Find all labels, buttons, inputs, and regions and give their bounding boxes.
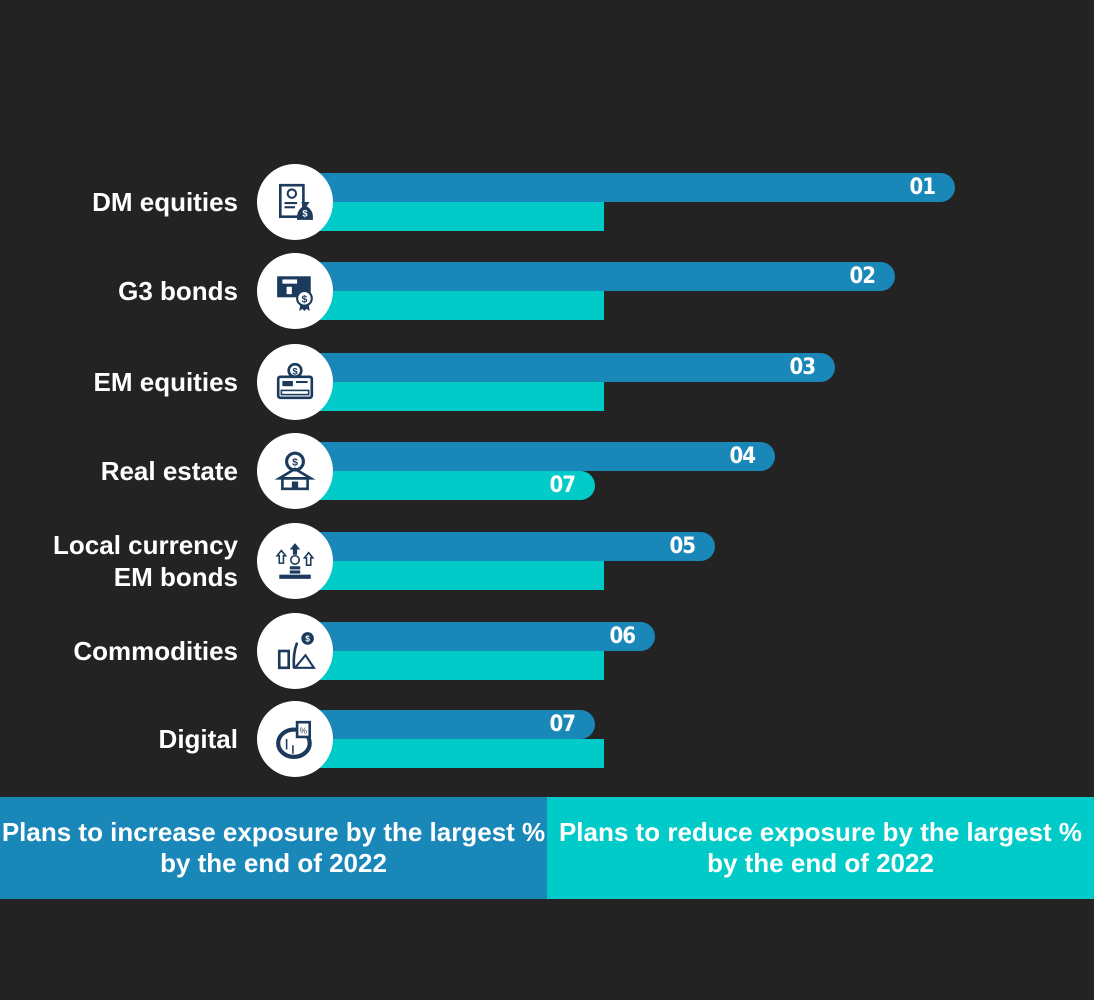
- digital-asset-icon: %: [257, 701, 333, 777]
- increase-rank-label: 03: [789, 355, 816, 380]
- chart-row: Real estate $04 07: [0, 433, 1094, 522]
- bond-certificate-icon: $: [257, 253, 333, 329]
- reduce-bar: 07: [300, 471, 595, 500]
- reduce-bar: [300, 202, 604, 231]
- reduce-bar: [300, 561, 604, 590]
- real-estate-icon: $: [257, 433, 333, 509]
- category-label: Real estate: [100, 456, 238, 486]
- stock-certificate-icon: $: [257, 344, 333, 420]
- svg-text:%: %: [300, 726, 308, 736]
- svg-text:$: $: [292, 457, 298, 469]
- chart-row: Commodities $06: [0, 613, 1094, 702]
- increase-bar: 06: [300, 622, 655, 651]
- category-label: EM equities: [93, 367, 238, 397]
- svg-text:$: $: [302, 209, 308, 220]
- currency-growth-icon: [257, 523, 333, 599]
- legend-reduce-label: Plans to reduce exposure by the largest …: [558, 817, 1083, 878]
- reduce-bar: [300, 739, 604, 768]
- commodities-icon: $: [257, 613, 333, 689]
- increase-bar: 05: [300, 532, 715, 561]
- chart-row: Local currency EM bonds 05: [0, 523, 1094, 612]
- increase-bar: 03: [300, 353, 835, 382]
- legend-reduce: Plans to reduce exposure by the largest …: [547, 797, 1094, 899]
- increase-rank-label: 02: [849, 264, 876, 289]
- category-label: DM equities: [92, 187, 238, 217]
- svg-text:$: $: [305, 634, 310, 644]
- legend-increase-label: Plans to increase exposure by the larges…: [1, 817, 546, 878]
- category-label: G3 bonds: [118, 276, 238, 306]
- svg-text:$: $: [292, 367, 298, 378]
- category-label: Local currency EM bonds: [53, 530, 238, 592]
- certificate-money-bag-icon: $: [257, 164, 333, 240]
- category-label: Commodities: [73, 636, 238, 666]
- category-label: Digital: [158, 724, 238, 754]
- chart-row: EM equities $03: [0, 344, 1094, 433]
- chart-row: G3 bonds $02: [0, 253, 1094, 342]
- increase-bar: 07: [300, 710, 595, 739]
- chart-row: Digital% 07: [0, 701, 1094, 790]
- increase-bar: 01: [300, 173, 955, 202]
- increase-rank-label: 01: [909, 175, 936, 200]
- reduce-bar: [300, 291, 604, 320]
- reduce-bar: [300, 382, 604, 411]
- increase-rank-label: 06: [609, 624, 636, 649]
- reduce-bar: [300, 651, 604, 680]
- increase-rank-label: 07: [549, 712, 576, 737]
- reduce-rank-label: 07: [549, 473, 576, 498]
- increase-bar: 04: [300, 442, 775, 471]
- increase-bar: 02: [300, 262, 895, 291]
- increase-rank-label: 04: [729, 444, 756, 469]
- increase-rank-label: 05: [669, 534, 696, 559]
- legend-increase: Plans to increase exposure by the larges…: [0, 797, 547, 899]
- svg-text:$: $: [302, 294, 308, 306]
- chart-row: DM equities $01: [0, 164, 1094, 253]
